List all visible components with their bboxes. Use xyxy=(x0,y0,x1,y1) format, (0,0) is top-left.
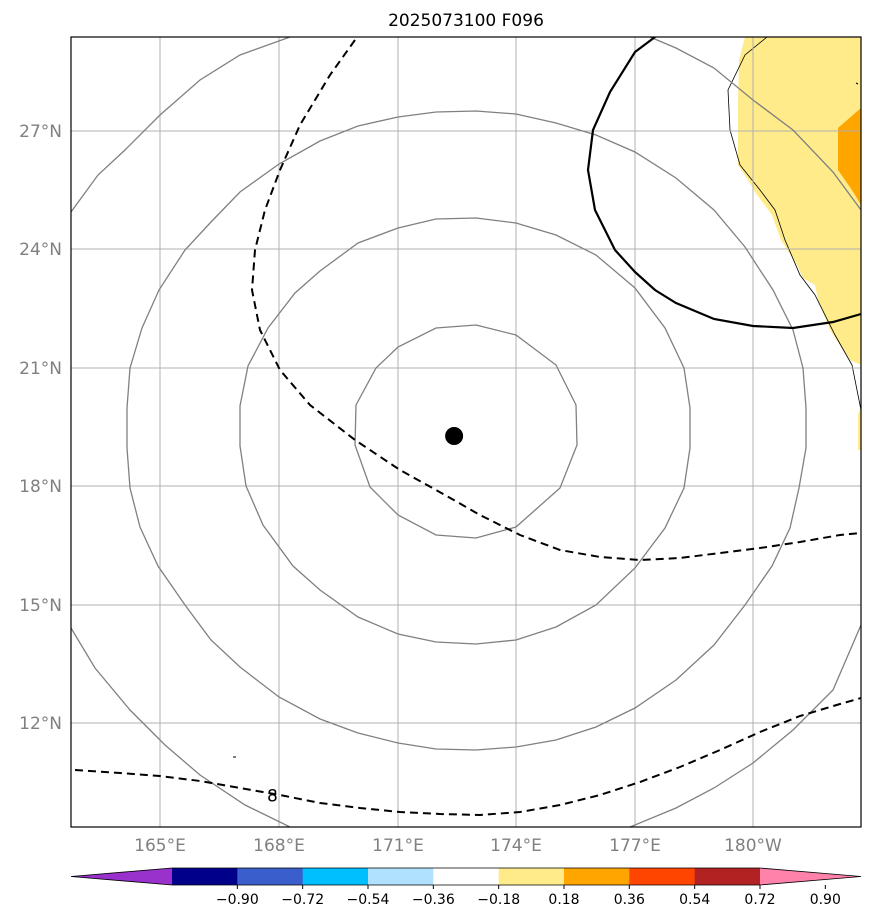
contour-value-label: 8 xyxy=(267,786,278,806)
map-frame xyxy=(70,36,862,828)
lon-tick-label: 168°E xyxy=(253,836,305,856)
colorbar-tick-label: −0.90 xyxy=(216,892,259,908)
colorbar-segment xyxy=(172,868,238,885)
figure-title: 2025073100 F096 xyxy=(388,11,544,31)
colorbar-segment xyxy=(629,868,696,885)
colorbar-tick-label: 0.36 xyxy=(614,892,645,908)
colorbar-tick-label: −0.36 xyxy=(412,892,455,908)
colorbar-tick-label: 0.72 xyxy=(744,892,775,908)
lon-tick-label: 174°E xyxy=(490,836,542,856)
lon-tick-label: 180°W xyxy=(724,836,782,856)
map-panel: 8 xyxy=(71,37,861,827)
pressure-contour xyxy=(649,37,861,211)
pressure-contour xyxy=(239,217,691,645)
pressure-contour xyxy=(629,624,861,827)
solid-contour xyxy=(586,37,861,330)
lon-tick-label: 177°E xyxy=(609,836,661,856)
pressure-contour xyxy=(354,324,578,539)
pressure-contours xyxy=(71,37,861,827)
colorbar-extend-low xyxy=(71,868,172,885)
colorbar-tick-label: −0.54 xyxy=(347,892,390,908)
strong-anomaly-fill xyxy=(838,108,861,205)
colorbar-outline xyxy=(70,867,862,886)
pressure-contour xyxy=(126,110,807,751)
positive-anomaly-fill xyxy=(738,37,861,365)
colorbar-tick-label: 0.90 xyxy=(810,892,841,908)
dashed-contour xyxy=(74,697,861,817)
colorbar-tick-label: 0.54 xyxy=(679,892,710,908)
colorbar-tick-label: 0.18 xyxy=(548,892,579,908)
lat-tick-label: 21°N xyxy=(19,359,62,379)
longitude-labels: 165°E 168°E 171°E 174°E 177°E 180°W xyxy=(134,836,782,856)
map-grid xyxy=(71,37,861,827)
thin-contour-line xyxy=(727,37,861,411)
pressure-contour xyxy=(71,627,291,827)
storm-center-marker xyxy=(445,427,464,445)
thin-contour-dot xyxy=(855,82,859,85)
colorbar-segment xyxy=(433,868,500,885)
colorbar-segment xyxy=(302,868,369,885)
lat-tick-label: 18°N xyxy=(19,477,62,497)
positive-anomaly-fill xyxy=(858,405,861,450)
lon-tick-label: 165°E xyxy=(134,836,186,856)
lat-tick-label: 27°N xyxy=(19,122,62,142)
dashed-contours xyxy=(74,39,861,817)
colorbar: −0.90 −0.72 −0.54 −0.36 −0.18 0.18 0.36 0.54 0.7… xyxy=(70,867,862,908)
lat-tick-label: 12°N xyxy=(19,714,62,734)
colorbar-extend-high xyxy=(760,868,861,885)
pressure-contour xyxy=(71,37,291,213)
colorbar-segment xyxy=(237,868,304,885)
latitude-labels: 27°N 24°N 21°N 18°N 15°N 12°N xyxy=(19,122,62,734)
colorbar-tick-label: −0.18 xyxy=(477,892,520,908)
lon-tick-label: 171°E xyxy=(372,836,424,856)
colorbar-segment xyxy=(694,868,761,885)
lat-tick-label: 15°N xyxy=(19,596,62,616)
lat-tick-label: 24°N xyxy=(19,240,62,260)
dashed-contour xyxy=(250,39,861,562)
colorbar-segment xyxy=(368,868,434,885)
colorbar-tick-label: −0.72 xyxy=(281,892,324,908)
colorbar-segment xyxy=(564,868,630,885)
colorbar-segment xyxy=(498,868,565,885)
